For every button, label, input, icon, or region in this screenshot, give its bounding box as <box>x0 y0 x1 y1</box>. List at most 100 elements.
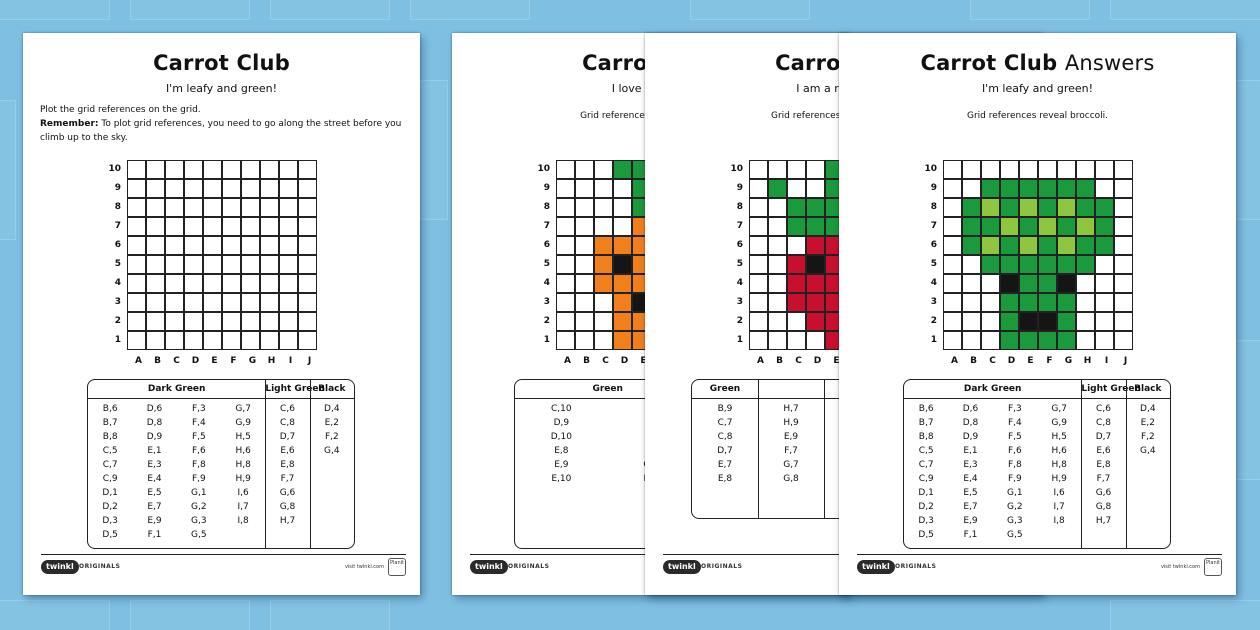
grid-cell <box>1095 160 1114 179</box>
grid-cell <box>165 198 184 217</box>
column-label: A <box>757 356 764 366</box>
grid-cell <box>260 236 279 255</box>
key-value: G,9 <box>235 418 251 428</box>
grid-cell <box>787 179 806 198</box>
grid-cell <box>146 198 165 217</box>
key-value: D,7 <box>717 446 733 456</box>
column-label: A <box>951 356 958 366</box>
column-label: F <box>230 356 237 366</box>
grid-cell <box>1000 160 1019 179</box>
grid-cell <box>222 312 241 331</box>
grid-cell <box>1114 236 1133 255</box>
key-value: F,8 <box>191 460 206 470</box>
visit-link-text: visit twinkl.com <box>1160 564 1200 570</box>
row-label: 4 <box>736 278 743 288</box>
grid-cell <box>806 179 825 198</box>
key-value: F,2 <box>324 432 339 442</box>
key-value: C,6 <box>280 404 295 414</box>
grid-cell <box>279 179 298 198</box>
key-value: D,3 <box>102 516 118 526</box>
row-label: 8 <box>114 202 121 212</box>
grid-cell <box>279 198 298 217</box>
grid-cell <box>613 160 632 179</box>
key-value: C,7 <box>918 460 934 470</box>
grid-cell <box>943 312 962 331</box>
grid-cell <box>184 274 203 293</box>
grid-cell <box>787 293 806 312</box>
grid-cell <box>165 236 184 255</box>
key-header: Dark Green <box>963 384 1022 394</box>
grid-cell <box>556 198 575 217</box>
row-label: 1 <box>543 335 550 345</box>
key-value: G,5 <box>1007 530 1023 540</box>
bg-tile <box>130 600 250 630</box>
bg-tile <box>0 100 16 240</box>
grid-cell <box>1076 160 1095 179</box>
grid-cell <box>279 331 298 350</box>
grid-cell <box>943 274 962 293</box>
key-value: F,3 <box>1007 404 1022 414</box>
grid-cell <box>127 274 146 293</box>
grid-cell <box>787 198 806 217</box>
grid-cell <box>943 293 962 312</box>
key-value: I,6 <box>1053 488 1065 498</box>
grid-cell <box>1038 160 1057 179</box>
key-value: E,9 <box>554 460 569 470</box>
key-value: G,1 <box>191 488 207 498</box>
planit-badge-icon: Planit <box>388 558 406 576</box>
grid-cell <box>222 160 241 179</box>
grid-cell <box>165 331 184 350</box>
key-value: C,5 <box>918 446 934 456</box>
column-label: E <box>640 356 647 366</box>
grid-cell <box>260 217 279 236</box>
key-value: G,6 <box>1095 488 1112 498</box>
grid-cell <box>556 236 575 255</box>
grid-cell <box>749 179 768 198</box>
grid-cell <box>165 179 184 198</box>
twinkl-logo: twinkl <box>857 560 895 574</box>
grid-cell <box>203 293 222 312</box>
grid-cell <box>1095 331 1114 350</box>
grid-cell <box>943 236 962 255</box>
row-label: 8 <box>736 202 743 212</box>
key-value: D,4 <box>1140 404 1156 414</box>
key-value: H,9 <box>783 418 799 428</box>
key-value: C,8 <box>717 432 733 442</box>
grid-cell <box>127 179 146 198</box>
grid-cell <box>298 217 317 236</box>
grid-cell <box>222 198 241 217</box>
grid-cell <box>222 331 241 350</box>
grid-cell <box>749 217 768 236</box>
column-label: I <box>1104 356 1109 366</box>
grid-cell <box>768 274 787 293</box>
key-header: Black <box>318 384 346 394</box>
grid-cell <box>594 198 613 217</box>
twinkl-logo: twinkl <box>41 560 79 574</box>
bg-tile <box>1110 600 1260 630</box>
key-value: C,8 <box>280 418 295 428</box>
row-label: 1 <box>736 335 743 345</box>
grid-cell <box>184 179 203 198</box>
grid-cell <box>298 198 317 217</box>
key-value: I,6 <box>237 488 249 498</box>
key-value: C,9 <box>918 474 934 484</box>
grid-cell <box>127 312 146 331</box>
grid-cell <box>962 179 981 198</box>
twinkl-logo: twinkl <box>470 560 508 574</box>
grid-cell <box>787 312 806 331</box>
grid-cell <box>962 255 981 274</box>
column-label: E <box>833 356 840 366</box>
grid-cell <box>575 198 594 217</box>
column-label: H <box>1083 356 1092 366</box>
bg-tile <box>0 600 110 630</box>
key-value: B,9 <box>717 404 733 414</box>
grid-cell <box>806 160 825 179</box>
grid-cell <box>241 198 260 217</box>
instruction-line: Plot the grid references on the grid. <box>40 105 201 115</box>
bg-tile <box>270 600 390 630</box>
key-value: D,2 <box>102 502 118 512</box>
grid-cell <box>127 255 146 274</box>
key-value: D,6 <box>146 404 163 414</box>
originals-label: ORIGINALS <box>895 563 937 570</box>
grid-cell <box>260 274 279 293</box>
